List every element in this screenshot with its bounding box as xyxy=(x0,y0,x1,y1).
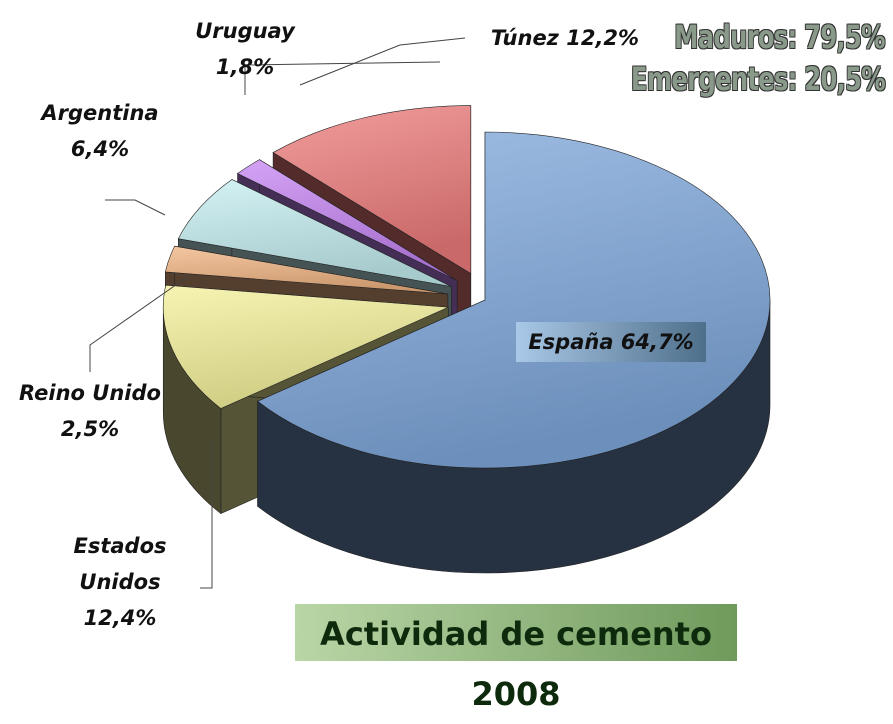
slice-label: Uruguay 1,8% xyxy=(185,13,305,85)
leader-line xyxy=(200,440,213,589)
chart xyxy=(89,37,771,589)
category-name: España xyxy=(528,330,614,354)
value-label: 64,7% xyxy=(620,330,694,354)
category-name: Uruguay xyxy=(195,19,295,43)
category-name: Argentina xyxy=(41,101,159,125)
value-label: 12,4% xyxy=(83,606,157,630)
leader-line xyxy=(244,61,441,95)
slice-label: Reino Unido 2,5% xyxy=(10,375,170,447)
value-label: 6,4% xyxy=(70,137,130,161)
slice xyxy=(236,159,458,281)
annotation: Maduros: 79,5% xyxy=(674,18,885,56)
slice-label: Túnez 12,2% xyxy=(465,20,665,56)
slice xyxy=(272,105,472,275)
category-name: Túnez xyxy=(490,26,559,50)
slice-label: Estados Unidos 12,4% xyxy=(50,528,190,636)
slice xyxy=(164,245,448,295)
value-label: 1,8% xyxy=(215,55,275,79)
slice-label: Argentina 6,4% xyxy=(40,95,160,167)
page: Actividad de cemento 2008 Maduros: 79,5%… xyxy=(10,13,886,713)
slice xyxy=(162,284,449,409)
slice xyxy=(177,179,452,287)
value-label: 12,2% xyxy=(566,26,640,50)
category-name: Estados Unidos xyxy=(73,534,167,594)
leader-line xyxy=(105,199,166,216)
value-label: 2,5% xyxy=(60,417,120,441)
leader-line xyxy=(299,37,466,86)
slice-label: España 64,7% xyxy=(516,322,706,362)
leader-line xyxy=(89,274,191,372)
category-name: Reino Unido xyxy=(19,381,161,405)
chart-title: Actividad de cemento 2008 xyxy=(295,604,737,713)
slice xyxy=(257,131,771,469)
annotation: Emergentes: 20,5% xyxy=(630,60,886,98)
